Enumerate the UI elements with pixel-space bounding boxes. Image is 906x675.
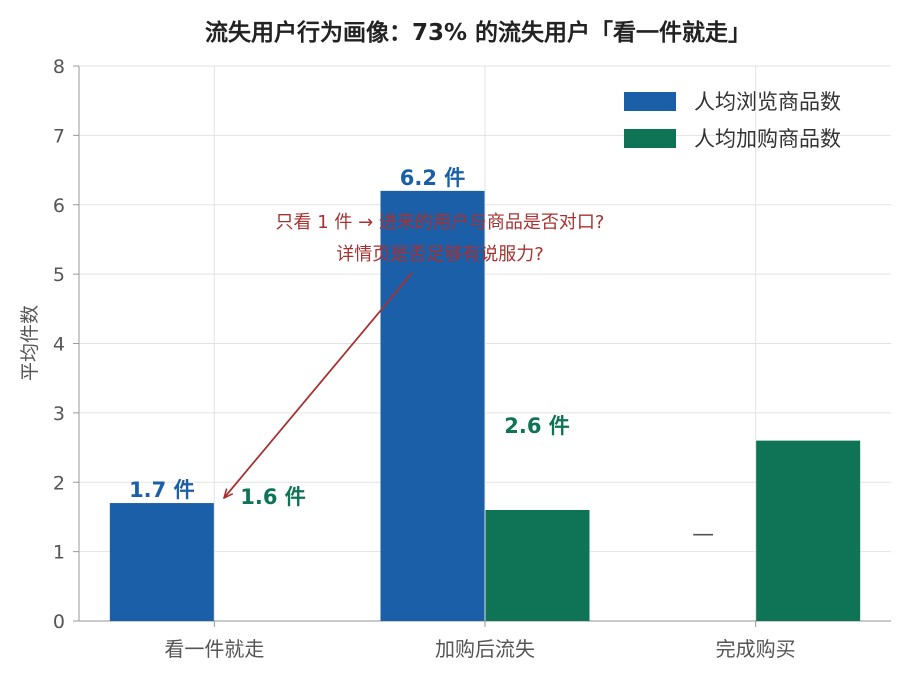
grid (79, 65, 891, 622)
y-tick-label: 1 (53, 542, 65, 564)
data-label-addcart: 1.6 件 (240, 485, 306, 509)
annotation-line-2: 详情页是否足够有说服力? (336, 244, 544, 265)
x-tick-label: 完成购买 (716, 637, 796, 661)
data-label-missing: — (692, 522, 714, 547)
bar-browse (109, 503, 214, 621)
legend-swatch-browse (624, 92, 676, 111)
legend-label-browse: 人均浏览商品数 (694, 90, 841, 114)
legend-swatch-addcart (624, 129, 676, 148)
y-tick-label: 5 (53, 264, 65, 286)
bars (109, 190, 861, 621)
y-tick-label: 6 (53, 195, 65, 217)
bar-addcart (756, 440, 861, 621)
legend-label-addcart: 人均加购商品数 (694, 127, 841, 151)
y-tick-label: 7 (53, 125, 65, 147)
data-label-browse: 6.2 件 (400, 166, 466, 190)
data-labels: 1.7 件 6.2 件 — 1.6 件 2.6 件 (129, 166, 714, 547)
bar-addcart (485, 510, 590, 621)
x-tick-label: 看一件就走 (164, 637, 264, 661)
annotation-arrow (224, 272, 413, 498)
chart-title: 流失用户行为画像：73% 的流失用户「看一件就走」 (205, 19, 751, 46)
annotation: 只看 1 件 → 进来的用户与商品是否对口? 详情页是否足够有说服力? (224, 212, 604, 498)
y-tick-label: 0 (53, 611, 65, 633)
y-tick-label: 2 (53, 472, 65, 494)
data-label-browse: 1.7 件 (129, 478, 195, 502)
y-tick-label: 4 (53, 334, 65, 356)
y-tick-label: 8 (53, 56, 65, 78)
x-ticks: 看一件就走 加购后流失 完成购买 (164, 621, 796, 661)
y-axis-label: 平均件数 (19, 305, 41, 381)
annotation-line-1: 只看 1 件 → 进来的用户与商品是否对口? (276, 212, 605, 233)
bar-browse (380, 190, 485, 621)
x-tick-label: 加购后流失 (435, 637, 535, 661)
legend: 人均浏览商品数 人均加购商品数 (624, 90, 841, 151)
data-label-addcart: 2.6 件 (504, 414, 570, 438)
y-ticks: 0 1 2 3 4 5 6 7 8 (53, 56, 79, 633)
y-tick-label: 3 (53, 403, 65, 425)
